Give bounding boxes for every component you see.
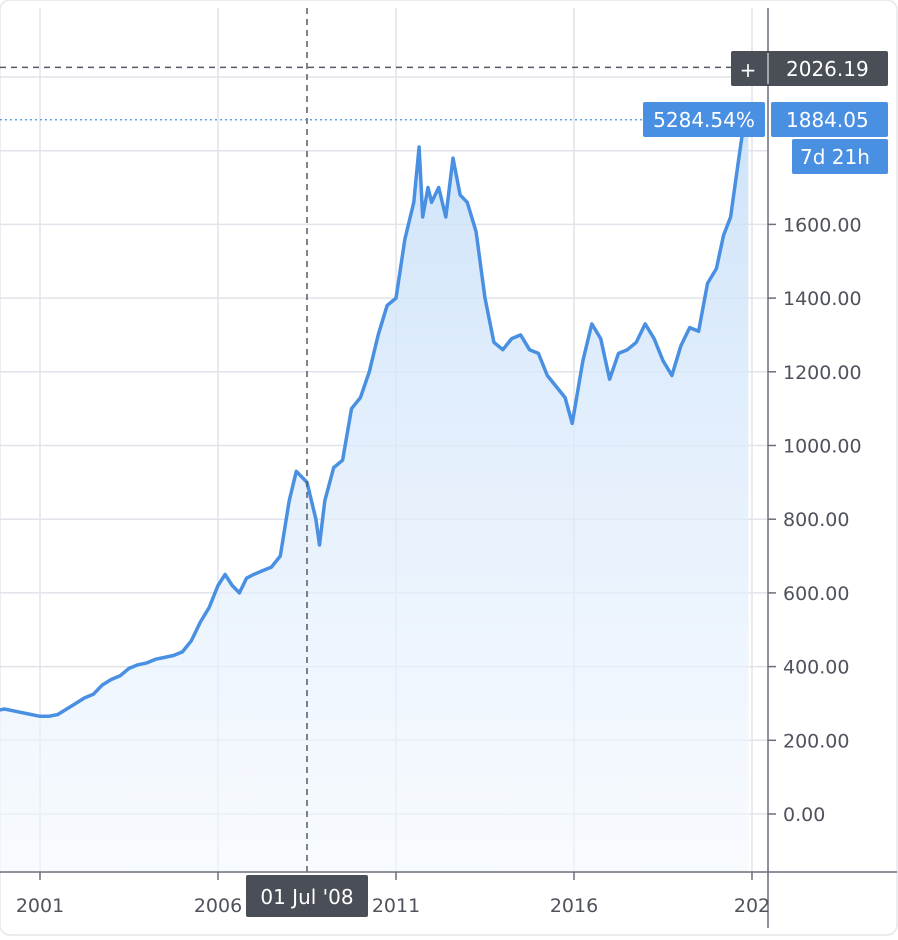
price-axis-label: 600.00 [783,583,849,605]
price-line [0,117,751,719]
price-axis[interactable]: 1600.00 1400.00 1200.00 1000.00 800.00 600.00… [768,214,862,826]
time-axis-label: 2011 [372,895,420,917]
price-axis-label: 1400.00 [783,288,862,310]
price-axis-label: 800.00 [783,509,849,531]
time-axis-label: 2001 [16,895,64,917]
time-axis-label: 2006 [194,895,242,917]
time-axis[interactable]: 2001 2006 2011 2016 202 [16,872,770,917]
crosshair-plus-icon[interactable]: + [740,58,757,82]
crosshair-price-text: 2026.19 [786,57,869,81]
price-axis-label: 400.00 [783,657,849,679]
last-price-text: 1884.05 [786,108,869,132]
time-axis-label: 2016 [550,895,598,917]
crosshair-date-label: 01 Jul '08 [246,875,368,917]
price-area-fill [0,119,749,872]
bar-countdown-text: 7d 21h [800,145,870,169]
crosshair-date-text: 01 Jul '08 [260,885,353,909]
last-price-label: 1884.05 [771,102,888,137]
crosshair-price-label: + 2026.19 [731,51,888,86]
last-price-change-label: 5284.54% [643,102,765,137]
price-axis-label: 0.00 [783,804,825,826]
bar-countdown-label: 7d 21h [792,139,888,174]
last-price-change-text: 5284.54% [653,108,755,132]
price-axis-label: 200.00 [783,730,849,752]
price-axis-label: 1000.00 [783,436,862,458]
time-axis-label: 202 [734,895,770,917]
price-axis-label: 1600.00 [783,214,862,236]
price-axis-label: 1200.00 [783,362,862,384]
